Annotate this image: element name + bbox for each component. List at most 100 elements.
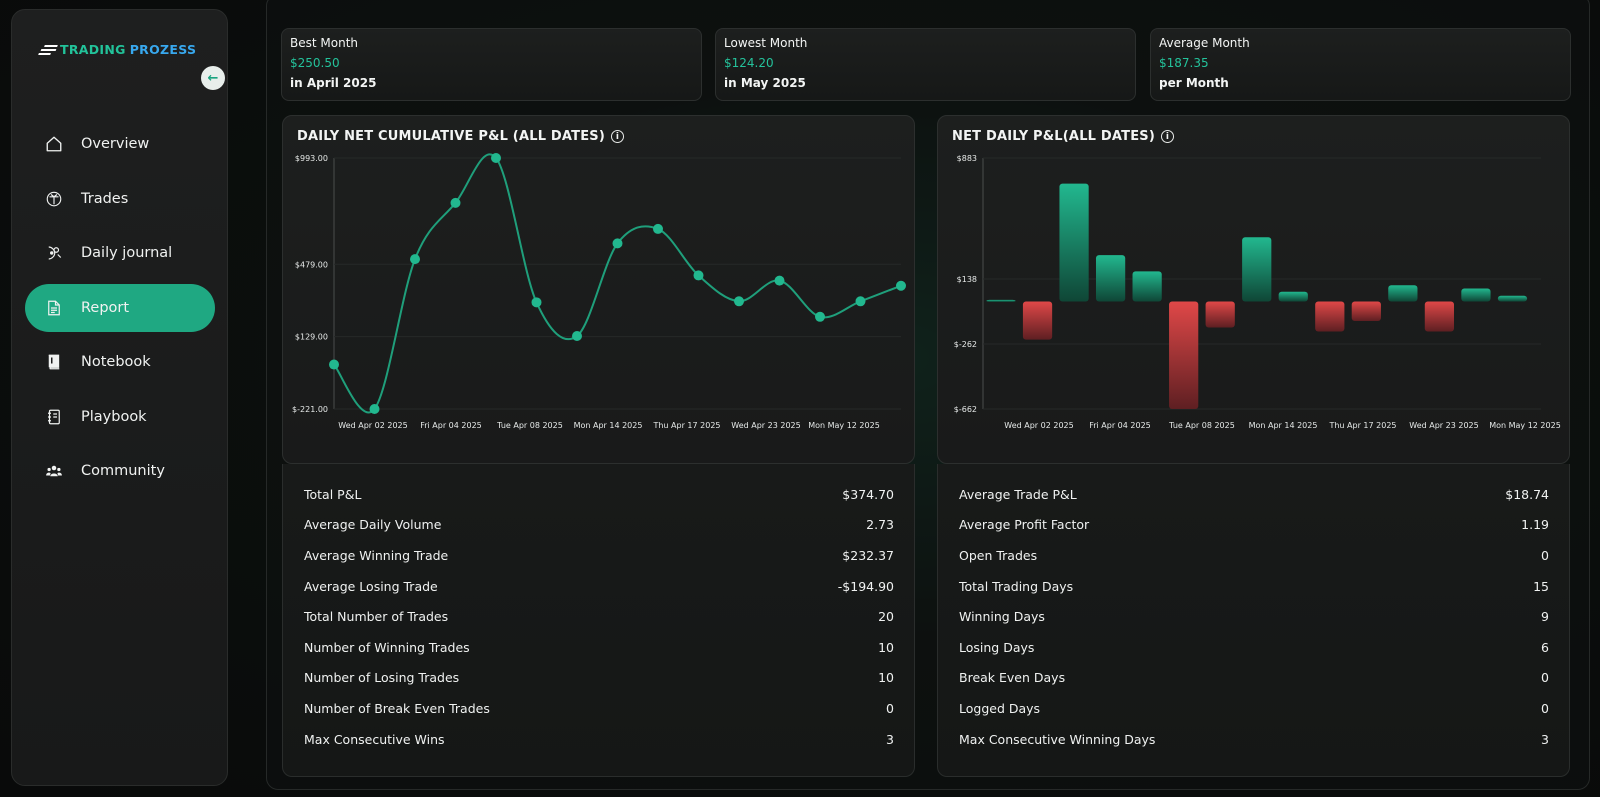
- sidebar-item-trades[interactable]: Trades: [25, 175, 215, 223]
- sidebar-item-label: Notebook: [81, 354, 151, 370]
- sidebar-item-report[interactable]: Report: [25, 283, 215, 332]
- stat-row: Total P&L $374.70: [283, 479, 914, 510]
- profit-bar: [1278, 291, 1308, 302]
- card-title: Best Month: [290, 36, 358, 50]
- data-point: [572, 331, 582, 342]
- info-icon[interactable]: i: [1160, 130, 1174, 143]
- stat-label: Number of Winning Trades: [304, 639, 470, 655]
- profit-bar: [986, 299, 1016, 302]
- info-icon[interactable]: i: [611, 130, 625, 143]
- loss-bar: [1205, 301, 1235, 328]
- stat-value: 10: [878, 670, 894, 686]
- x-tick-label: Wed Apr 02 2025: [338, 421, 407, 430]
- sidebar: TRADING PROZESS Overview Trades Daily jou…: [11, 9, 228, 786]
- stat-value: 1.19: [1521, 517, 1549, 533]
- cumulative-pnl-title: DAILY NET CUMULATIVE P&L (ALL DATES) i: [297, 129, 625, 144]
- stat-value: 3: [886, 731, 894, 747]
- sidebar-item-label: Community: [81, 463, 165, 479]
- data-point: [774, 275, 785, 286]
- stat-value: $374.70: [842, 486, 894, 502]
- stat-label: Total Number of Trades: [304, 609, 449, 625]
- stat-row: Number of Break Even Trades 0: [283, 693, 914, 724]
- sidebar-item-playbook[interactable]: Playbook: [25, 393, 215, 441]
- stat-row: Number of Winning Trades 10: [283, 632, 914, 663]
- stat-row: Losing Days 6: [938, 632, 1569, 663]
- stat-label: Max Consecutive Winning Days: [959, 731, 1156, 747]
- sidebar-item-label: Report: [81, 299, 130, 316]
- journal-icon: [45, 244, 63, 262]
- data-point: [450, 197, 461, 208]
- data-point: [369, 404, 380, 414]
- card-title: Lowest Month: [724, 36, 808, 50]
- y-tick-label: $993.00: [295, 154, 328, 163]
- x-tick-label: Fri Apr 04 2025: [420, 421, 482, 430]
- stat-label: Break Even Days: [959, 670, 1066, 686]
- x-tick-label: Wed Apr 23 2025: [1409, 421, 1478, 430]
- stat-value: 6: [1541, 639, 1549, 655]
- brand-name-part2: PROZESS: [129, 42, 197, 57]
- sidebar-item-label: Trades: [81, 190, 129, 207]
- stat-value: 0: [1541, 547, 1549, 563]
- chart-title: NET DAILY P&L(ALL DATES): [952, 129, 1155, 144]
- stat-label: Average Profit Factor: [959, 517, 1090, 533]
- logo-mark-icon: [38, 44, 58, 55]
- collapse-sidebar-button[interactable]: ←: [201, 66, 225, 90]
- x-tick-label: Wed Apr 02 2025: [1004, 421, 1073, 430]
- net-daily-pnl-title: NET DAILY P&L(ALL DATES) i: [952, 129, 1174, 144]
- data-point: [612, 238, 623, 249]
- sidebar-item-overview[interactable]: Overview: [25, 120, 215, 168]
- best-month-card: Best Month $250.50 in April 2025: [281, 28, 702, 101]
- x-tick-label: Fri Apr 04 2025: [1089, 421, 1151, 430]
- stat-label: Average Winning Trade: [304, 547, 449, 563]
- report-icon: [45, 299, 63, 317]
- card-subtitle: in April 2025: [290, 76, 377, 90]
- sidebar-item-community[interactable]: Community: [25, 447, 215, 495]
- data-point: [815, 311, 825, 322]
- data-point: [329, 359, 339, 370]
- sidebar-item-notebook[interactable]: Notebook: [25, 338, 215, 386]
- x-tick-label: Thu Apr 17 2025: [1328, 421, 1396, 430]
- y-tick-label: $129.00: [295, 333, 328, 342]
- profit-bar: [1497, 295, 1528, 302]
- stat-label: Average Losing Trade: [304, 578, 438, 594]
- stat-value: 2.73: [866, 517, 894, 533]
- cumulative-pnl-chart: $993.00 $479.00 $129.00 $-221.00 Wed Apr 02 …: [292, 153, 906, 430]
- loss-bar: [1315, 301, 1345, 332]
- stat-value: 0: [886, 700, 894, 716]
- sidebar-item-daily-journal[interactable]: Daily journal: [25, 229, 215, 277]
- loss-bar: [1424, 301, 1455, 332]
- stat-label: Max Consecutive Wins: [304, 731, 445, 747]
- stat-value: 15: [1533, 578, 1549, 594]
- stat-row: Break Even Days 0: [938, 663, 1569, 694]
- arrow-left-icon: ←: [207, 70, 219, 86]
- profit-bar: [1095, 255, 1126, 302]
- cumulative-pnl-line: [333, 153, 902, 414]
- trades-icon: [45, 190, 63, 208]
- x-tick-label: Mon Apr 14 2025: [1249, 421, 1318, 430]
- stat-row: Winning Days 9: [938, 601, 1569, 632]
- brand-logo[interactable]: TRADING PROZESS: [38, 42, 197, 57]
- brand-name-part1: TRADING: [60, 42, 126, 57]
- notebook-icon: [45, 353, 63, 371]
- profit-bar: [1388, 285, 1418, 302]
- stat-row: Open Trades 0: [938, 540, 1569, 571]
- playbook-icon: [45, 408, 63, 426]
- stat-row: Average Trade P&L $18.74: [938, 479, 1569, 510]
- stat-label: Total P&L: [304, 486, 362, 502]
- stat-row: Max Consecutive Winning Days 3: [938, 724, 1569, 755]
- net-daily-pnl-panel: NET DAILY P&L(ALL DATES) i $883 $138 $-262…: [937, 115, 1570, 464]
- y-tick-label: $-662: [954, 405, 977, 414]
- card-subtitle: in May 2025: [724, 76, 806, 90]
- stat-row: Average Profit Factor 1.19: [938, 510, 1569, 541]
- stat-value: $18.74: [1505, 486, 1549, 502]
- x-tick-label: Tue Apr 08 2025: [1168, 421, 1235, 430]
- stat-label: Average Trade P&L: [959, 486, 1077, 502]
- chart-title: DAILY NET CUMULATIVE P&L (ALL DATES): [297, 129, 606, 144]
- home-icon: [45, 135, 63, 153]
- sidebar-nav: Overview Trades Daily journal Report Not…: [25, 120, 215, 502]
- average-month-card: Average Month $187.35 per Month: [1150, 28, 1571, 101]
- x-tick-label: Wed Apr 23 2025: [731, 421, 800, 430]
- x-tick-label: Thu Apr 17 2025: [652, 421, 720, 430]
- loss-bar: [1022, 301, 1053, 340]
- stat-label: Number of Losing Trades: [304, 670, 460, 686]
